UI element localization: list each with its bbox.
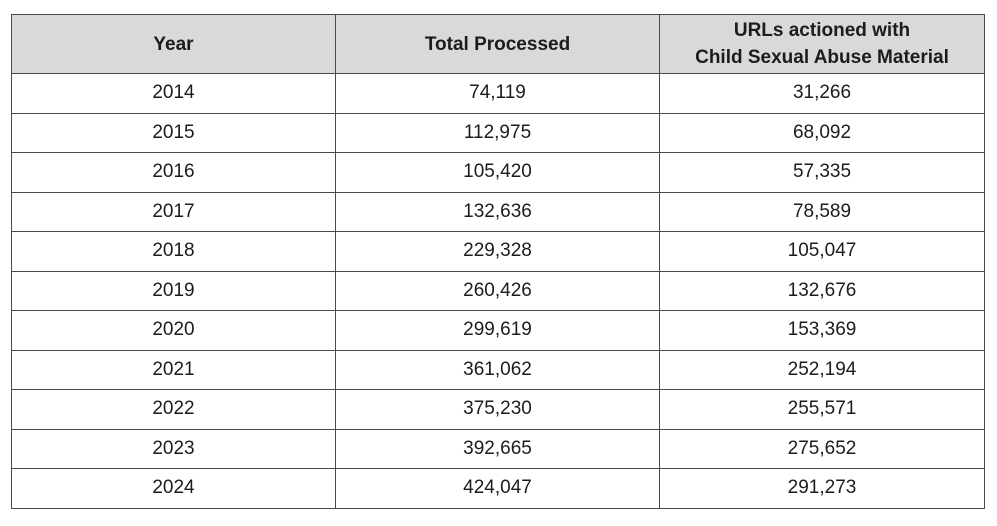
cell-total-processed: 392,665 [335,428,660,469]
table-body: 2014 74,119 31,266 2015 112,975 68,092 2016 105… [11,73,985,509]
cell-total-processed: 132,636 [335,191,660,232]
cell-urls-actioned: 78,589 [659,191,985,232]
cell-total-processed: 260,426 [335,270,660,311]
cell-year: 2021 [11,349,336,390]
cell-year: 2022 [11,389,336,430]
cell-year: 2015 [11,112,336,153]
cell-total-processed: 112,975 [335,112,660,153]
table-row: 2020 299,619 153,369 [11,310,985,351]
table-row: 2014 74,119 31,266 [11,73,985,114]
table-row: 2024 424,047 291,273 [11,468,985,509]
table-row: 2022 375,230 255,571 [11,389,985,430]
cell-year: 2017 [11,191,336,232]
cell-total-processed: 105,420 [335,152,660,193]
column-header-total-processed: Total Processed [335,14,660,74]
cell-year: 2016 [11,152,336,193]
table-row: 2016 105,420 57,335 [11,152,985,193]
cell-total-processed: 375,230 [335,389,660,430]
data-table-container: Year Total Processed URLs actioned with Chi… [11,14,985,509]
cell-urls-actioned: 68,092 [659,112,985,153]
cell-urls-actioned: 255,571 [659,389,985,430]
table-header: Year Total Processed URLs actioned with Chi… [11,14,985,74]
column-header-urls-actioned-line-2: Child Sexual Abuse Material [695,47,949,68]
cell-total-processed: 299,619 [335,310,660,351]
cell-total-processed: 361,062 [335,349,660,390]
column-header-urls-actioned: URLs actioned with Child Sexual Abuse Mat… [659,14,985,74]
column-header-total-processed-line-1: Total Processed [424,33,571,55]
cell-urls-actioned: 57,335 [659,152,985,193]
data-table: Year Total Processed URLs actioned with Chi… [11,14,985,509]
column-header-year: Year [11,14,336,74]
cell-year: 2014 [11,73,336,114]
table-row: 2021 361,062 252,194 [11,349,985,390]
column-header-urls-actioned-line-1: URLs actioned with [733,20,911,41]
header-row: Year Total Processed URLs actioned with Chi… [11,14,985,74]
cell-urls-actioned: 153,369 [659,310,985,351]
column-header-year-line-1: Year [153,33,194,55]
cell-urls-actioned: 252,194 [659,349,985,390]
table-row: 2015 112,975 68,092 [11,112,985,153]
cell-total-processed: 74,119 [335,73,660,114]
table-row: 2023 392,665 275,652 [11,428,985,469]
table-row: 2018 229,328 105,047 [11,231,985,272]
cell-year: 2024 [11,468,336,509]
cell-urls-actioned: 275,652 [659,428,985,469]
cell-year: 2023 [11,428,336,469]
table-row: 2017 132,636 78,589 [11,191,985,232]
cell-year: 2020 [11,310,336,351]
cell-urls-actioned: 105,047 [659,231,985,272]
cell-urls-actioned: 132,676 [659,270,985,311]
cell-total-processed: 424,047 [335,468,660,509]
cell-total-processed: 229,328 [335,231,660,272]
cell-year: 2019 [11,270,336,311]
cell-year: 2018 [11,231,336,272]
cell-urls-actioned: 291,273 [659,468,985,509]
table-row: 2019 260,426 132,676 [11,270,985,311]
cell-urls-actioned: 31,266 [659,73,985,114]
